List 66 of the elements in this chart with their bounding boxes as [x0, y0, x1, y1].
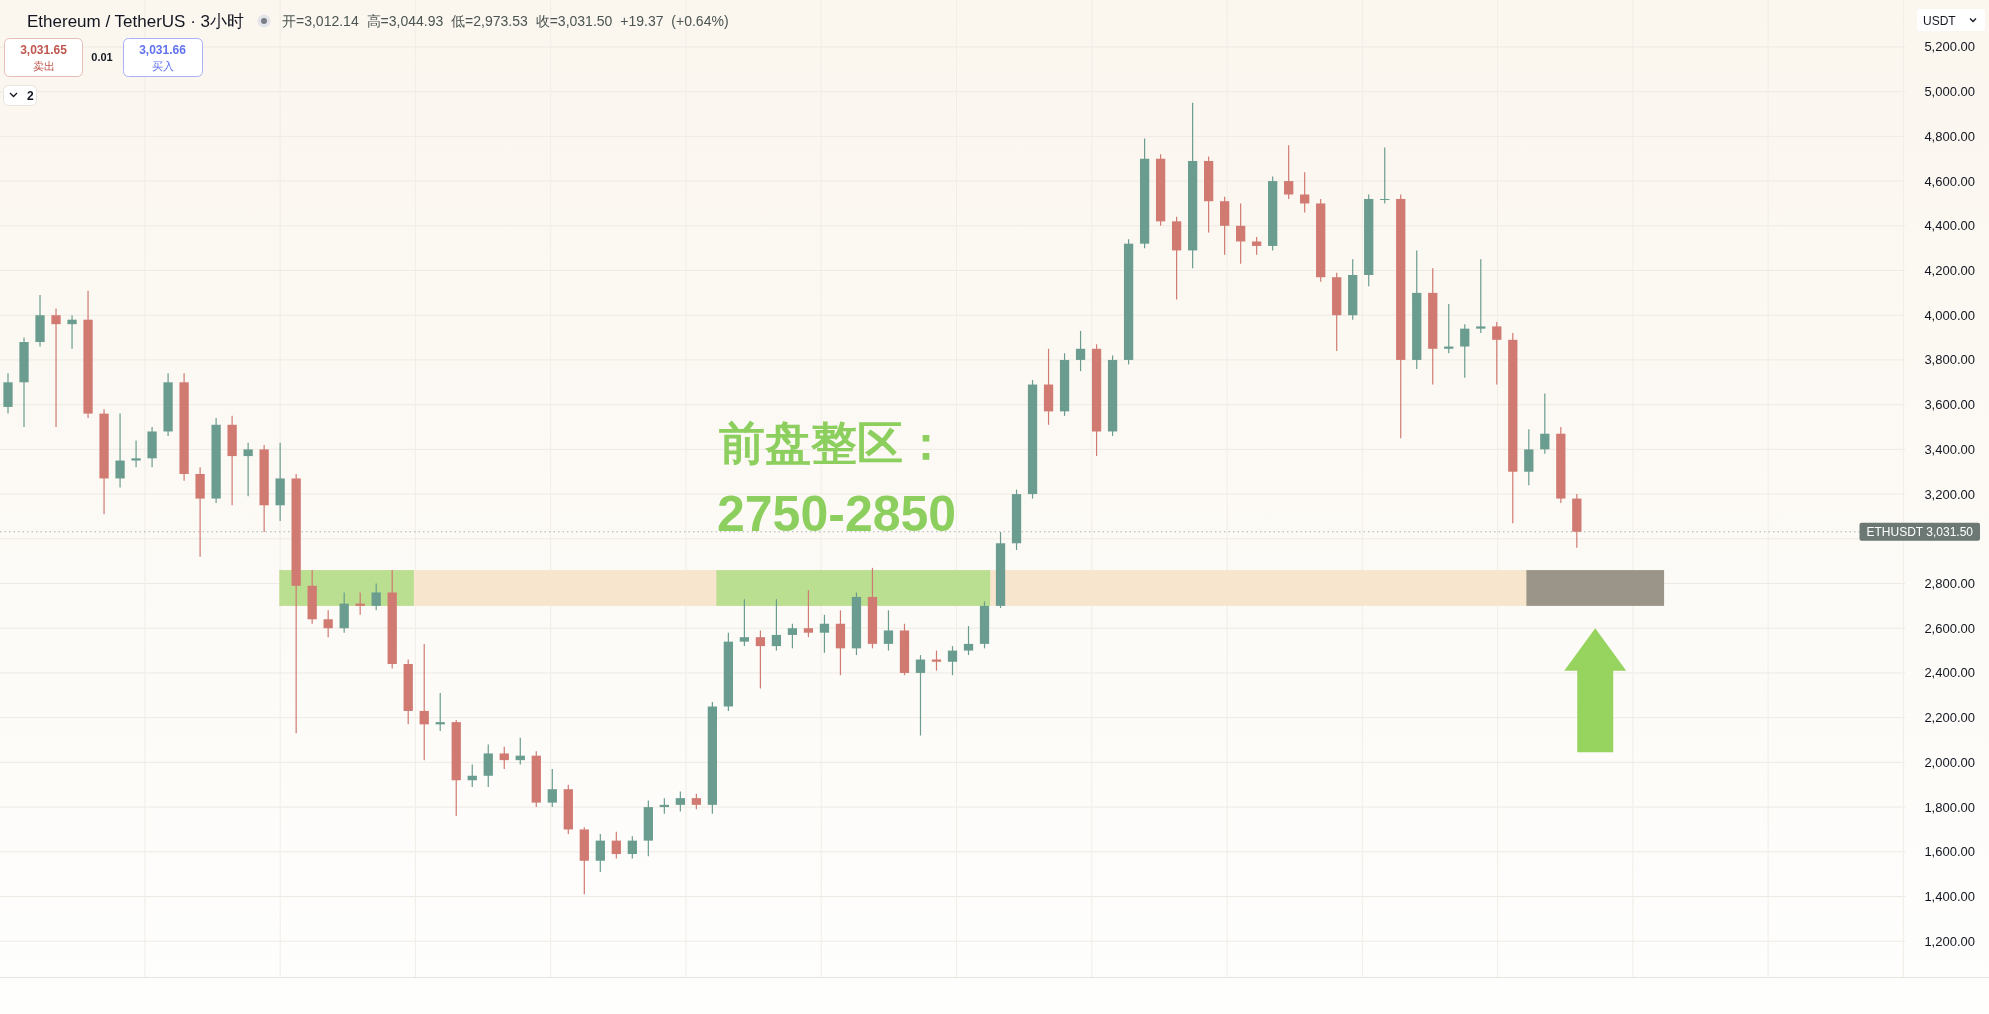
ytick-label: 2,000.00 [1924, 754, 1975, 770]
candlestick [323, 609, 333, 638]
candlestick [883, 609, 894, 652]
ytick-label: 1,600.00 [1924, 844, 1975, 860]
candlestick [819, 614, 830, 654]
candlestick [1380, 146, 1390, 205]
ytick-label: 3,800.00 [1924, 352, 1975, 368]
candlestick [1492, 321, 1502, 386]
ytick-label: 5,200.00 [1924, 39, 1975, 55]
candlestick [1524, 428, 1534, 486]
ytick-label: 4,200.00 [1924, 263, 1975, 278]
ytick-label: 2,800.00 [1924, 576, 1975, 591]
ytick-label: 2,400.00 [1924, 665, 1975, 681]
candlestick [963, 625, 974, 656]
ytick-label: 4,600.00 [1924, 173, 1975, 189]
candlestick [51, 307, 61, 428]
ref-label: ETHUSDT 3,031.50 [1866, 525, 1973, 540]
candlestick [595, 833, 605, 873]
candlestick [771, 598, 782, 652]
candlestick [611, 831, 621, 860]
candlestick [243, 442, 253, 497]
candlestick [371, 582, 381, 611]
ytick-label: 4,800.00 [1924, 128, 1975, 144]
candlestick [1476, 258, 1486, 334]
candlestick [499, 746, 509, 770]
ytick-label: 2,600.00 [1924, 620, 1975, 636]
candlestick [739, 598, 750, 647]
candlestick [755, 629, 766, 690]
annotation: 2 [27, 89, 34, 103]
candlestick [1284, 144, 1294, 200]
ytick-label: 2,200.00 [1924, 710, 1975, 726]
candlestick [547, 768, 557, 808]
ytick-label: 1,800.00 [1924, 799, 1975, 815]
annotation: 前盘整区： [719, 417, 949, 469]
candlestick [947, 645, 958, 676]
title: Ethereum / TetherUS · 3小时 [27, 12, 244, 31]
candlestick [1460, 323, 1470, 379]
ylabel: USDT [1923, 14, 1956, 28]
candlestick [787, 623, 798, 649]
candlestick [67, 314, 77, 350]
ytick-label: 1,200.00 [1924, 933, 1975, 949]
annotation: 买入 [151, 60, 174, 72]
candlestick [1236, 202, 1246, 265]
candlestick [803, 589, 814, 638]
candlestick [131, 439, 141, 468]
annotation: 2750-2850 [717, 486, 957, 542]
annotation: 3,031.65 [20, 43, 67, 57]
annotation: 0.01 [91, 51, 113, 63]
candlestick [419, 643, 429, 761]
candlestick [675, 790, 685, 813]
candlestick [1075, 330, 1086, 372]
ytick-label: 3,600.00 [1924, 397, 1975, 413]
annotation: 卖出 [32, 60, 55, 72]
ytick-label: 3,400.00 [1924, 441, 1975, 457]
candlestick [1540, 392, 1550, 455]
annotation: 3,031.66 [139, 43, 186, 57]
ytick-label: 3,200.00 [1924, 486, 1975, 502]
candlestick [115, 413, 125, 488]
candlestick [627, 835, 637, 860]
ytick-label: 1,400.00 [1924, 889, 1975, 904]
ytick-label: 4,400.00 [1924, 218, 1975, 234]
candlestick [483, 743, 493, 788]
ytick-label: 4,000.00 [1924, 307, 1975, 323]
ytick-label: 5,000.00 [1924, 84, 1975, 100]
subtitle: 开=3,012.14 高=3,044.93 低=2,973.53 收=3,031.50 +19.37 (+0.64%) [282, 13, 729, 29]
candlestick [915, 654, 926, 737]
